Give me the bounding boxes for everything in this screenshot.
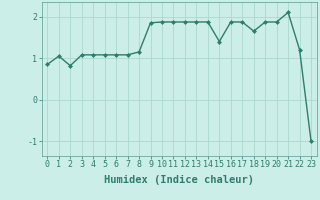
X-axis label: Humidex (Indice chaleur): Humidex (Indice chaleur) xyxy=(104,175,254,185)
